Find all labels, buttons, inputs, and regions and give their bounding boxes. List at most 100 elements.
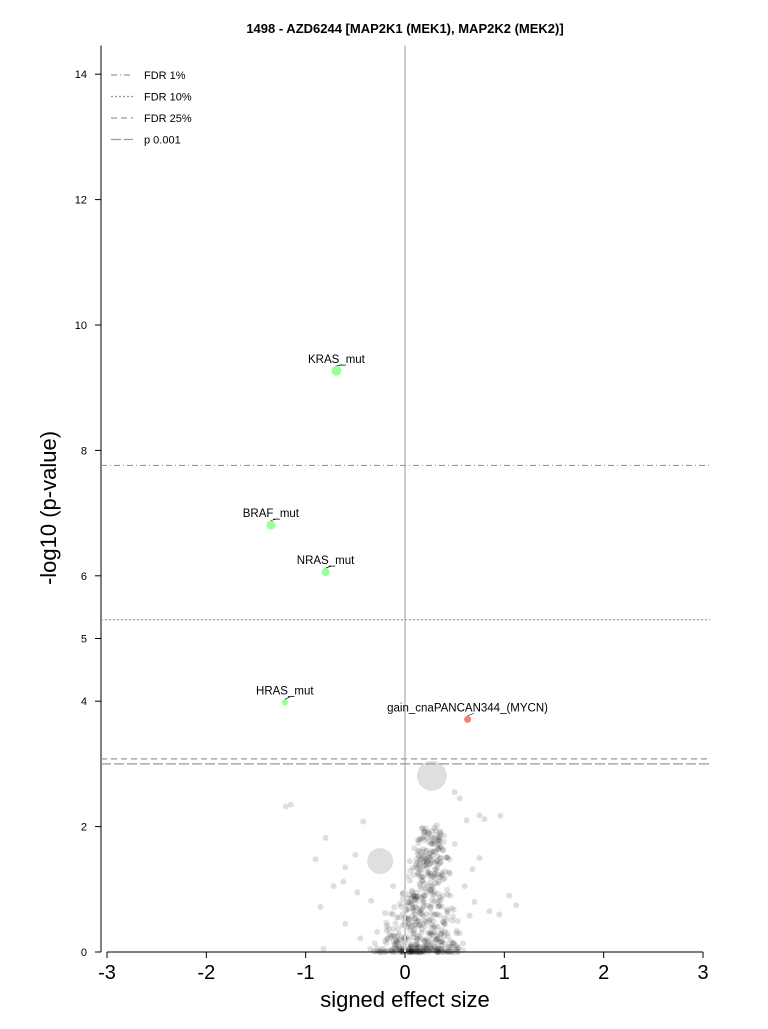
background-point xyxy=(420,948,427,955)
background-point xyxy=(423,911,430,918)
background-point xyxy=(434,880,441,887)
background-point xyxy=(441,921,448,928)
background-point xyxy=(435,945,442,952)
background-point xyxy=(390,937,397,944)
large-point xyxy=(416,760,447,791)
background-point xyxy=(427,916,434,923)
background-point xyxy=(415,917,422,924)
background-point xyxy=(437,945,444,952)
legend: FDR 1% FDR 10% FDR 25% p 0.001 xyxy=(111,70,192,147)
background-point xyxy=(435,903,442,910)
background-point xyxy=(420,898,427,905)
point-label: KRAS_mut xyxy=(308,354,366,366)
background-point xyxy=(437,855,444,862)
background-point xyxy=(453,930,460,937)
label-leader xyxy=(270,518,277,521)
background-point xyxy=(435,836,442,843)
background-point xyxy=(417,866,424,873)
background-point xyxy=(414,917,421,924)
background-point xyxy=(460,940,467,947)
background-point xyxy=(420,846,427,853)
background-point xyxy=(404,899,411,906)
background-point xyxy=(408,941,415,948)
background-point xyxy=(383,927,390,934)
background-point xyxy=(451,789,458,796)
background-point xyxy=(430,840,437,847)
background-point xyxy=(428,859,435,866)
background-point xyxy=(433,831,440,838)
background-point xyxy=(406,877,413,884)
background-point xyxy=(387,910,394,917)
background-point xyxy=(419,849,426,856)
background-point xyxy=(411,922,418,929)
background-point xyxy=(415,864,422,871)
background-point xyxy=(422,885,429,892)
background-point xyxy=(417,908,424,915)
background-point xyxy=(436,939,443,946)
background-point xyxy=(394,939,401,946)
background-point xyxy=(435,838,442,845)
background-point xyxy=(417,945,424,952)
background-point xyxy=(456,930,463,937)
background-point xyxy=(435,846,442,853)
background-point xyxy=(439,876,446,883)
background-point xyxy=(428,849,435,856)
background-point xyxy=(416,862,423,869)
background-point xyxy=(427,861,434,868)
background-point xyxy=(352,851,359,858)
y-tick-label: 6 xyxy=(81,571,87,583)
background-point xyxy=(446,856,453,863)
background-point xyxy=(446,943,453,950)
background-point xyxy=(398,903,405,910)
background-point xyxy=(421,833,428,840)
background-point xyxy=(431,840,438,847)
background-point xyxy=(426,879,433,886)
background-point xyxy=(407,942,414,949)
background-point xyxy=(432,827,439,834)
background-point xyxy=(433,933,440,940)
background-point xyxy=(416,880,423,887)
background-point xyxy=(443,854,450,861)
background-point xyxy=(411,908,418,915)
background-point xyxy=(405,936,412,943)
background-point xyxy=(354,889,361,896)
y-tick-label: 4 xyxy=(81,696,87,708)
legend-label: p 0.001 xyxy=(144,135,181,147)
x-tick-label: -1 xyxy=(297,962,315,984)
background-point xyxy=(434,864,441,871)
background-point xyxy=(394,932,401,939)
background-point xyxy=(418,911,425,918)
background-point xyxy=(418,894,425,901)
background-point xyxy=(420,900,427,907)
background-point xyxy=(431,911,438,918)
background-point xyxy=(432,859,439,866)
background-point xyxy=(408,919,415,926)
background-point xyxy=(486,908,493,915)
background-point xyxy=(427,904,434,911)
background-point xyxy=(422,828,429,835)
background-point xyxy=(419,877,426,884)
background-point xyxy=(412,911,419,918)
background-point xyxy=(441,915,448,922)
label-leader xyxy=(467,713,474,717)
background-point xyxy=(390,925,397,932)
background-point xyxy=(391,933,398,940)
highlighted-points-layer: KRAS_mut BRAF_mut NRAS_mut HRAS_mut gain_cna… xyxy=(243,354,548,723)
background-point xyxy=(420,862,427,869)
background-point xyxy=(414,944,421,951)
background-point xyxy=(415,870,422,877)
background-point xyxy=(426,850,433,857)
background-point xyxy=(381,948,388,955)
background-point xyxy=(461,883,468,890)
background-point xyxy=(428,882,435,889)
x-tick-label: -2 xyxy=(197,962,215,984)
background-point xyxy=(428,940,435,947)
background-point xyxy=(414,897,421,904)
background-point xyxy=(422,944,429,951)
background-point xyxy=(391,904,398,911)
background-point xyxy=(382,937,389,944)
background-point xyxy=(432,929,439,936)
background-point xyxy=(454,944,461,951)
background-point xyxy=(416,856,423,863)
background-point xyxy=(384,922,391,929)
